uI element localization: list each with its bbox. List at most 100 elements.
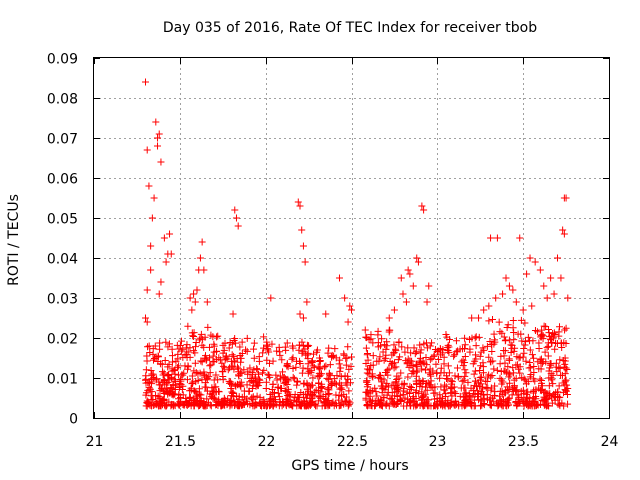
data-point xyxy=(317,394,325,402)
ticks-layer: 0 0.01 0.02 0.03 0.04 0.05 0.06 0.07 0.08 0.09 21 2… xyxy=(47,52,619,451)
data-point xyxy=(452,389,460,397)
data-point xyxy=(231,358,239,366)
data-point xyxy=(549,380,557,388)
data-point xyxy=(149,402,157,410)
data-point xyxy=(535,344,543,352)
data-point xyxy=(375,357,383,365)
data-point xyxy=(244,370,252,378)
data-point xyxy=(219,362,227,370)
data-point xyxy=(190,332,198,340)
data-point xyxy=(282,378,290,386)
data-point xyxy=(554,254,561,262)
x-tick-label: 22.5 xyxy=(337,434,368,450)
data-point xyxy=(284,363,292,371)
data-point xyxy=(188,306,196,314)
data-point xyxy=(416,349,424,357)
data-point xyxy=(341,294,349,302)
data-point xyxy=(470,370,478,378)
data-point xyxy=(407,349,415,357)
data-point xyxy=(383,342,391,350)
data-point xyxy=(422,398,430,406)
data-point xyxy=(249,393,257,401)
data-point xyxy=(415,357,423,365)
data-point xyxy=(336,385,344,393)
data-point xyxy=(423,298,431,306)
data-point xyxy=(168,365,176,373)
data-point xyxy=(200,398,208,406)
data-point xyxy=(550,329,558,337)
data-point xyxy=(559,226,567,234)
data-point xyxy=(192,368,200,376)
data-point xyxy=(499,378,507,386)
data-point xyxy=(190,290,198,298)
data-point xyxy=(442,390,450,398)
data-point xyxy=(451,351,459,359)
data-point xyxy=(476,352,484,360)
data-point xyxy=(335,274,343,282)
data-point xyxy=(148,396,156,404)
data-point xyxy=(314,372,322,380)
data-point xyxy=(160,234,168,242)
data-point xyxy=(209,352,217,360)
data-point xyxy=(461,366,469,374)
data-point xyxy=(479,383,487,391)
data-point xyxy=(347,379,355,387)
data-point xyxy=(210,376,218,384)
data-point xyxy=(263,342,271,350)
data-point xyxy=(461,334,469,342)
data-point xyxy=(237,358,245,366)
data-point xyxy=(362,388,370,396)
data-point xyxy=(344,402,352,410)
data-point xyxy=(392,379,400,387)
data-point xyxy=(404,355,412,363)
data-point xyxy=(427,372,435,380)
data-point xyxy=(309,362,317,370)
data-point xyxy=(200,343,208,351)
data-point xyxy=(154,358,162,366)
data-point xyxy=(289,373,297,381)
data-point xyxy=(389,399,397,407)
data-point xyxy=(431,389,439,397)
data-point xyxy=(426,356,434,364)
data-point xyxy=(299,242,307,250)
data-point xyxy=(500,396,508,404)
data-point xyxy=(332,401,340,409)
data-point xyxy=(192,388,200,396)
data-point xyxy=(486,394,494,402)
data-point xyxy=(488,372,496,380)
data-point xyxy=(210,348,218,356)
data-point xyxy=(157,278,165,286)
data-point xyxy=(299,364,307,372)
data-point xyxy=(191,359,199,367)
data-point xyxy=(262,378,270,386)
data-point xyxy=(262,384,270,392)
data-point xyxy=(443,400,451,408)
data-point xyxy=(231,206,239,214)
data-point xyxy=(376,353,384,361)
data-point xyxy=(365,401,373,409)
data-point xyxy=(299,314,307,322)
data-point xyxy=(496,374,504,382)
data-point xyxy=(180,369,188,377)
data-point xyxy=(528,397,536,405)
data-point xyxy=(521,376,529,384)
data-point xyxy=(506,379,514,387)
data-point xyxy=(519,386,527,394)
data-point xyxy=(516,353,524,361)
data-point xyxy=(172,357,180,365)
data-point xyxy=(332,391,340,399)
y-tick-label: 0 xyxy=(69,412,78,428)
data-point xyxy=(513,402,521,410)
data-point xyxy=(480,394,488,402)
data-point xyxy=(522,357,530,365)
data-point xyxy=(170,367,178,375)
data-point xyxy=(271,396,279,404)
data-point xyxy=(293,377,301,385)
data-point xyxy=(517,330,525,338)
plot-frame xyxy=(93,57,610,419)
data-point xyxy=(328,378,336,386)
data-point xyxy=(400,379,408,387)
data-point xyxy=(296,202,304,210)
data-point xyxy=(410,402,418,410)
y-tick-label: 0.04 xyxy=(47,252,78,268)
